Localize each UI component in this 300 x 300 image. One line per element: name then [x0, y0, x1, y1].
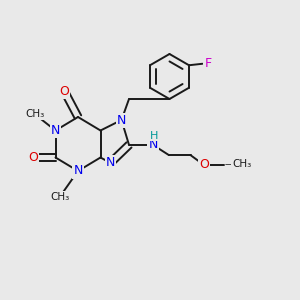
Text: H: H	[150, 131, 158, 141]
Text: —: —	[225, 160, 233, 169]
Text: O: O	[60, 85, 69, 98]
Text: O: O	[28, 151, 38, 164]
Text: N: N	[148, 138, 158, 152]
Text: CH₃: CH₃	[232, 159, 251, 170]
Text: N: N	[117, 113, 126, 127]
Text: F: F	[204, 57, 211, 70]
Text: CH₃: CH₃	[25, 109, 44, 119]
Text: O: O	[199, 158, 209, 172]
Text: N: N	[51, 124, 60, 137]
Text: CH₃: CH₃	[50, 191, 70, 202]
Text: N: N	[73, 164, 83, 178]
Text: N: N	[106, 156, 115, 170]
